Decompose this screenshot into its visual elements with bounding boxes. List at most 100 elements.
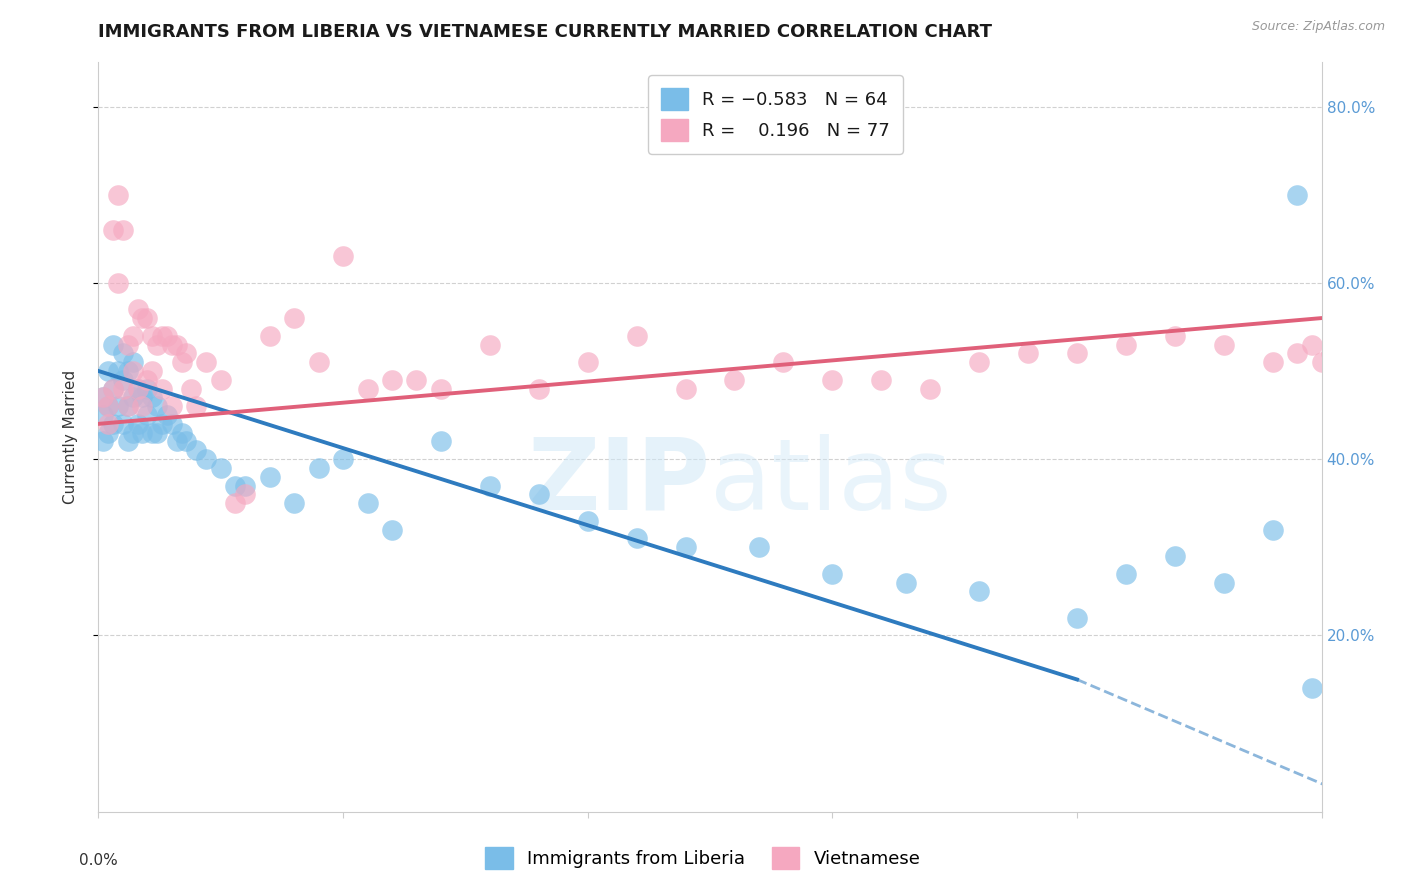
Point (121, 391, 143, 405)
Point (91, 408, 114, 422)
Point (1066, 611, 1088, 625)
Point (675, 541, 697, 555)
Point (1369, 346, 1392, 360)
Point (675, 382, 697, 396)
Point (1340, 328, 1362, 343)
Text: atlas: atlas (710, 434, 952, 531)
Point (180, 382, 202, 396)
Point (111, 223, 134, 237)
Point (91, 391, 114, 405)
Point (283, 496, 305, 510)
Point (748, 541, 770, 555)
Point (111, 382, 134, 396)
Point (1379, 337, 1402, 351)
Point (170, 425, 193, 440)
Point (97, 399, 120, 413)
Point (117, 399, 139, 413)
Point (117, 434, 139, 449)
Point (156, 328, 179, 343)
Point (1115, 566, 1137, 581)
Point (224, 496, 246, 510)
Point (576, 355, 599, 369)
Point (117, 399, 139, 413)
Point (121, 364, 143, 378)
Point (107, 399, 129, 413)
Point (723, 373, 745, 387)
Point (127, 382, 149, 396)
Point (1286, 187, 1309, 202)
Point (146, 399, 169, 413)
Point (1212, 337, 1234, 351)
Point (97, 364, 120, 378)
Point (131, 399, 153, 413)
Point (141, 425, 163, 440)
Point (146, 425, 169, 440)
Point (259, 469, 281, 483)
Point (1350, 319, 1372, 334)
Point (527, 487, 550, 501)
Point (224, 478, 246, 492)
Point (97, 417, 120, 431)
Point (121, 328, 143, 343)
Point (332, 249, 354, 263)
Point (233, 487, 256, 501)
Point (1310, 355, 1333, 369)
Point (1286, 346, 1309, 360)
Y-axis label: Currently Married: Currently Married (63, 370, 77, 504)
Point (131, 311, 153, 326)
Point (1017, 346, 1039, 360)
Point (121, 355, 143, 369)
Point (111, 417, 134, 431)
Point (160, 399, 183, 413)
Point (1399, 319, 1406, 334)
Point (101, 382, 124, 396)
Point (141, 328, 163, 343)
Point (967, 584, 990, 599)
Point (1066, 346, 1088, 360)
Point (91, 391, 114, 405)
Point (141, 364, 163, 378)
Text: Source: ZipAtlas.com: Source: ZipAtlas.com (1251, 20, 1385, 33)
Point (772, 355, 794, 369)
Point (209, 373, 232, 387)
Text: 0.0%: 0.0% (79, 853, 118, 868)
Point (283, 311, 305, 326)
Point (121, 425, 143, 440)
Point (1301, 337, 1323, 351)
Point (356, 496, 378, 510)
Point (117, 364, 139, 378)
Point (527, 382, 550, 396)
Point (136, 311, 159, 326)
Point (1360, 355, 1382, 369)
Point (1164, 549, 1187, 563)
Point (150, 328, 173, 343)
Point (186, 399, 208, 413)
Point (1301, 681, 1323, 696)
Point (308, 461, 330, 475)
Point (186, 443, 208, 458)
Point (91, 434, 114, 449)
Point (107, 187, 129, 202)
Point (1320, 346, 1343, 360)
Point (136, 373, 159, 387)
Point (136, 408, 159, 422)
Point (920, 382, 942, 396)
Point (430, 382, 453, 396)
Point (308, 355, 330, 369)
Point (160, 337, 183, 351)
Point (195, 452, 218, 467)
Point (381, 373, 404, 387)
Point (150, 417, 173, 431)
Legend: R = −0.583   N = 64, R =    0.196   N = 77: R = −0.583 N = 64, R = 0.196 N = 77 (648, 75, 903, 153)
Point (150, 382, 173, 396)
Point (209, 461, 232, 475)
Point (127, 417, 149, 431)
Point (107, 276, 129, 290)
Point (146, 337, 169, 351)
Point (870, 373, 893, 387)
Point (117, 337, 139, 351)
Point (1164, 328, 1187, 343)
Point (381, 523, 404, 537)
Text: IMMIGRANTS FROM LIBERIA VS VIETNAMESE CURRENTLY MARRIED CORRELATION CHART: IMMIGRANTS FROM LIBERIA VS VIETNAMESE CU… (98, 23, 993, 41)
Point (111, 373, 134, 387)
